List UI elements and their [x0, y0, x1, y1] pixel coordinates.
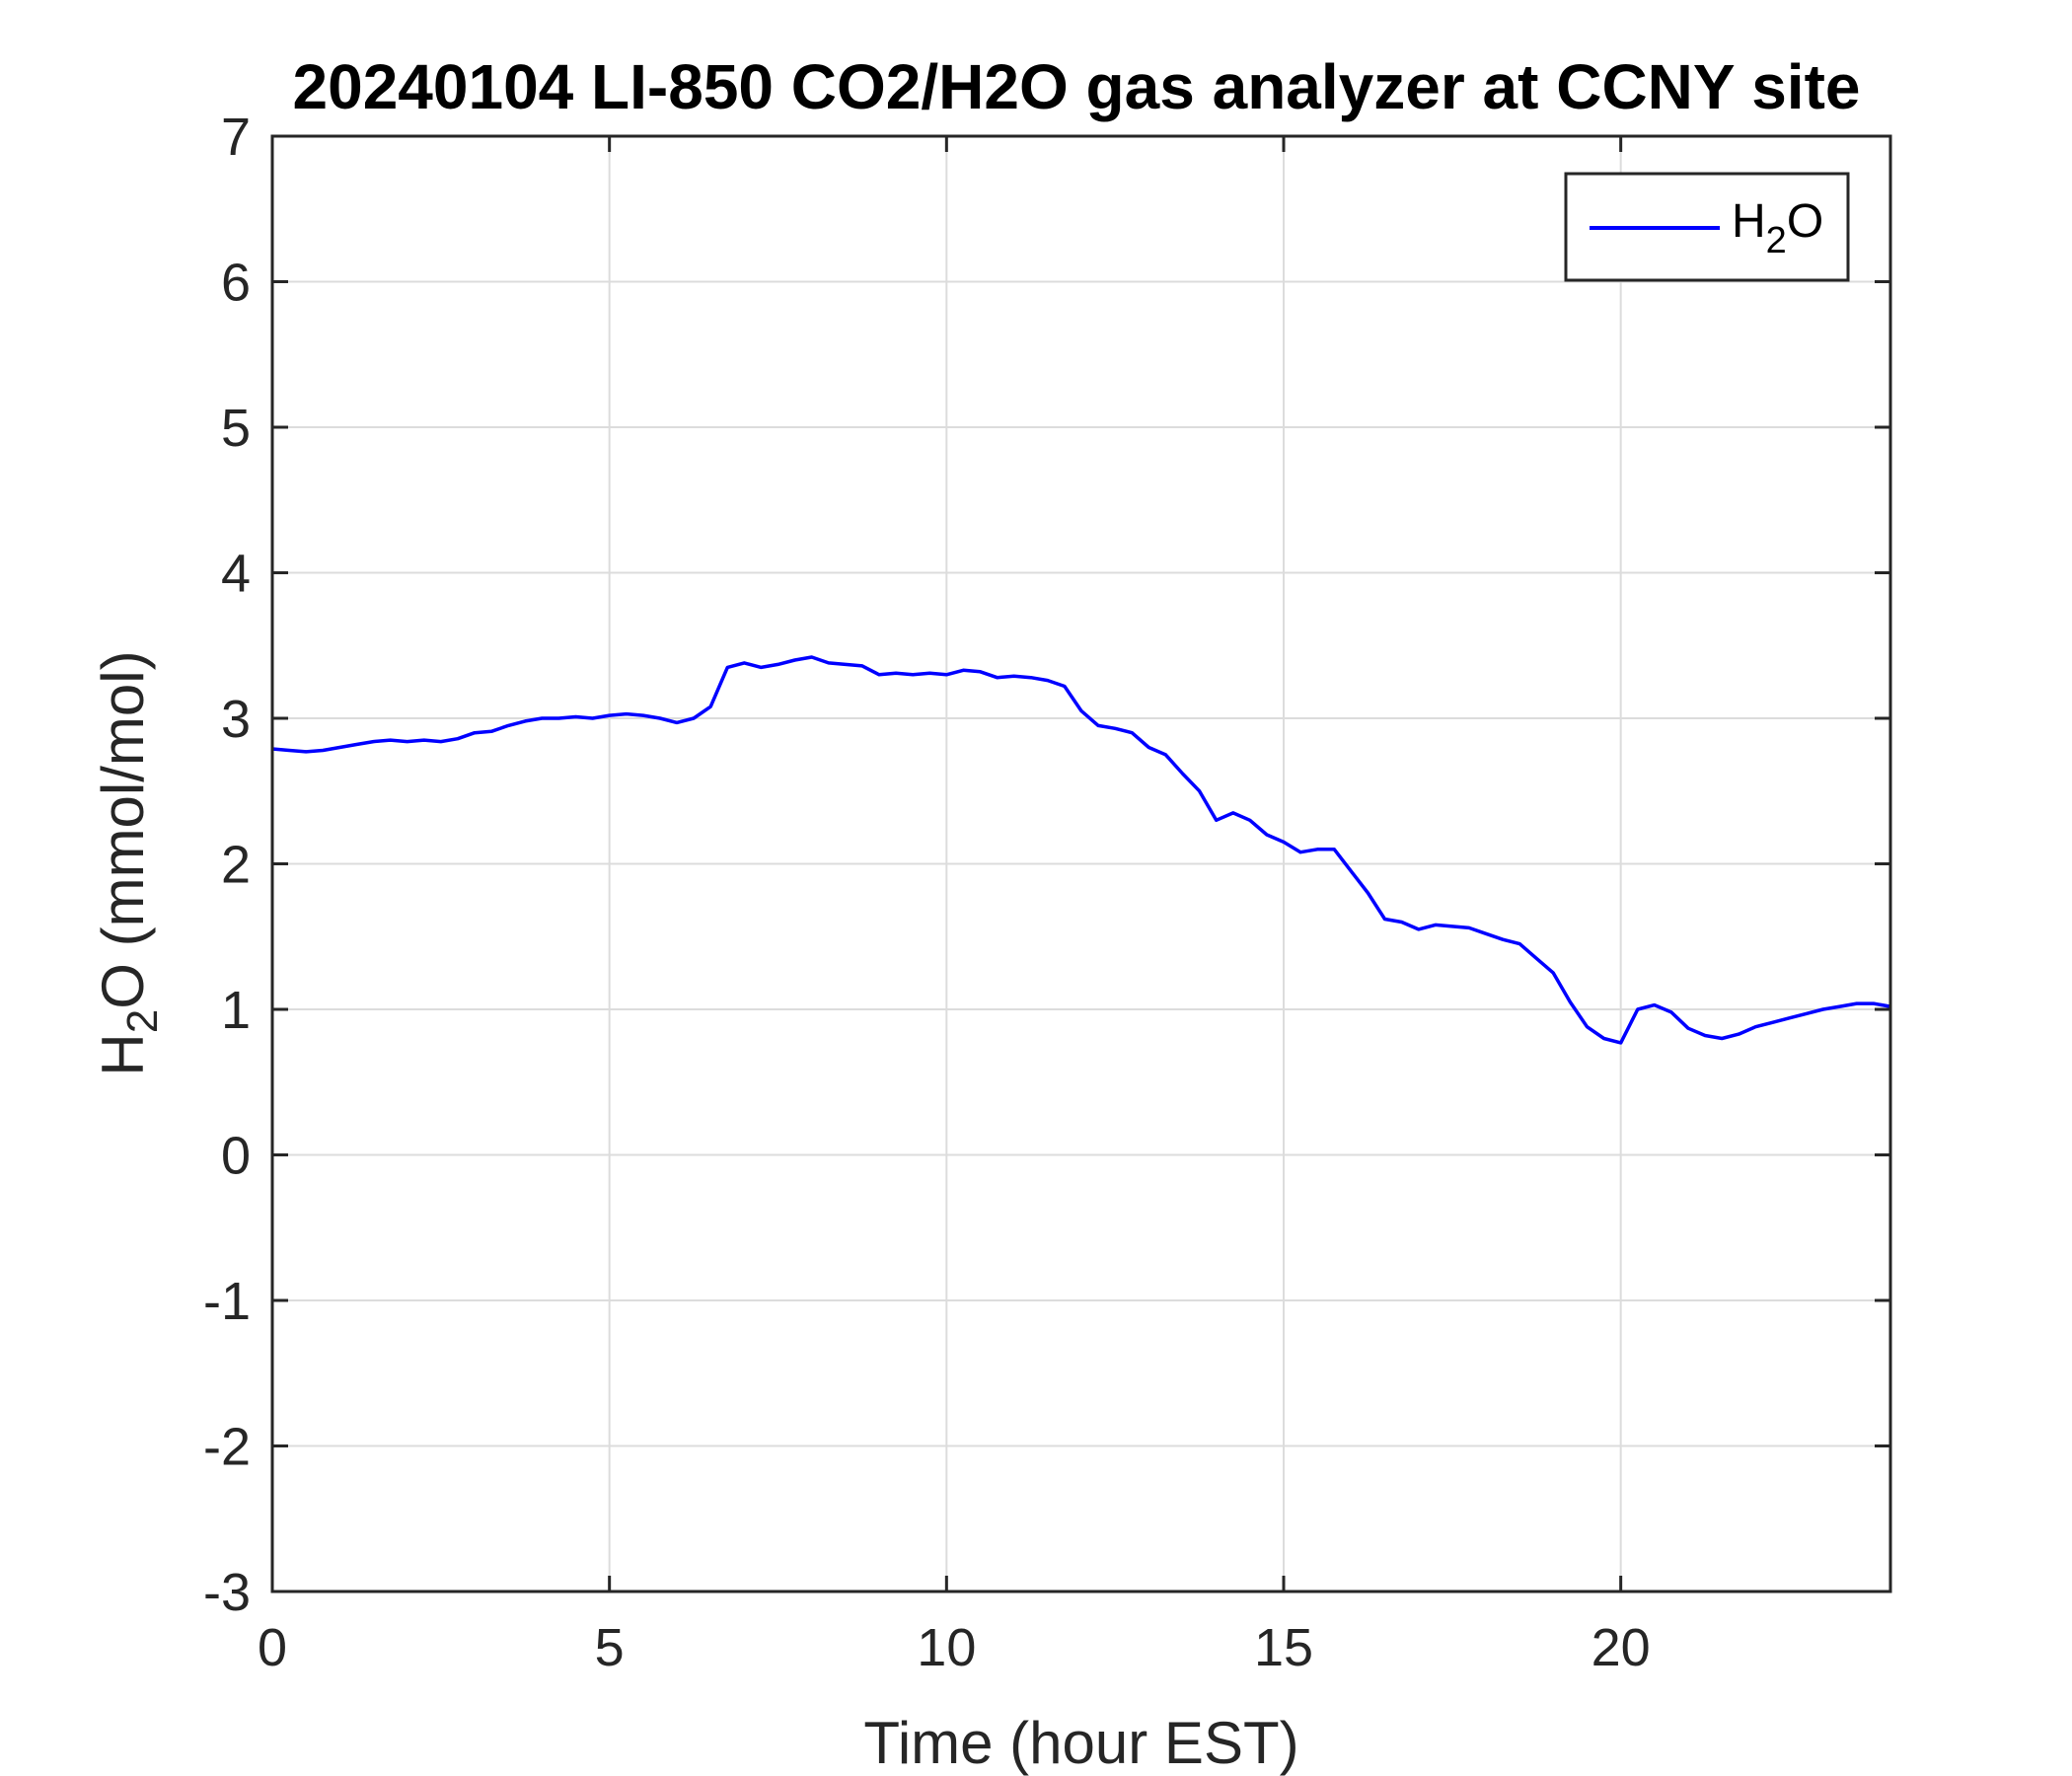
x-tick-label: 15 — [1254, 1618, 1313, 1677]
y-tick-label: 6 — [221, 254, 251, 313]
y-tick-label: 7 — [221, 108, 251, 167]
legend-label-rest: O — [1787, 195, 1823, 248]
y-tick-label: 5 — [221, 399, 251, 458]
y-axis-label: H2O (mmol/mol) — [90, 650, 167, 1075]
h2o-series-line — [271, 655, 1891, 1045]
y-tick-label: 4 — [221, 545, 251, 604]
plot-area — [271, 655, 1891, 1045]
y-tick-label: -3 — [203, 1563, 251, 1622]
y-tick-label: 2 — [221, 836, 251, 895]
chart-title: 20240104 LI-850 CO2/H2O gas analyzer at … — [293, 51, 1861, 122]
y-axis-label-subscript: 2 — [118, 1009, 167, 1033]
y-tick-label: -1 — [203, 1272, 251, 1331]
y-axis-label-main: H — [90, 1033, 156, 1075]
legend-label: H2O — [1732, 195, 1823, 261]
y-tick-label: -2 — [203, 1418, 251, 1477]
y-gridlines — [272, 280, 1890, 1447]
x-axis-ticks: 0 5 10 15 20 — [258, 136, 1651, 1677]
x-tick-label: 20 — [1591, 1618, 1651, 1677]
y-axis-label-rest: O (mmol/mol) — [90, 650, 156, 1008]
x-tick-label: 0 — [258, 1618, 287, 1677]
legend-label-main: H — [1732, 195, 1766, 248]
y-axis-ticks: -3 -2 -1 0 1 2 3 4 5 6 7 — [203, 108, 1890, 1622]
y-tick-label: 0 — [221, 1127, 251, 1186]
y-tick-label: 3 — [221, 690, 251, 749]
x-tick-label: 5 — [595, 1618, 625, 1677]
legend: H2O — [1564, 172, 1850, 282]
x-tick-label: 10 — [917, 1618, 976, 1677]
y-tick-label: 1 — [221, 981, 251, 1040]
legend-label-subscript: 2 — [1766, 220, 1787, 261]
x-axis-label: Time (hour EST) — [863, 1710, 1298, 1776]
